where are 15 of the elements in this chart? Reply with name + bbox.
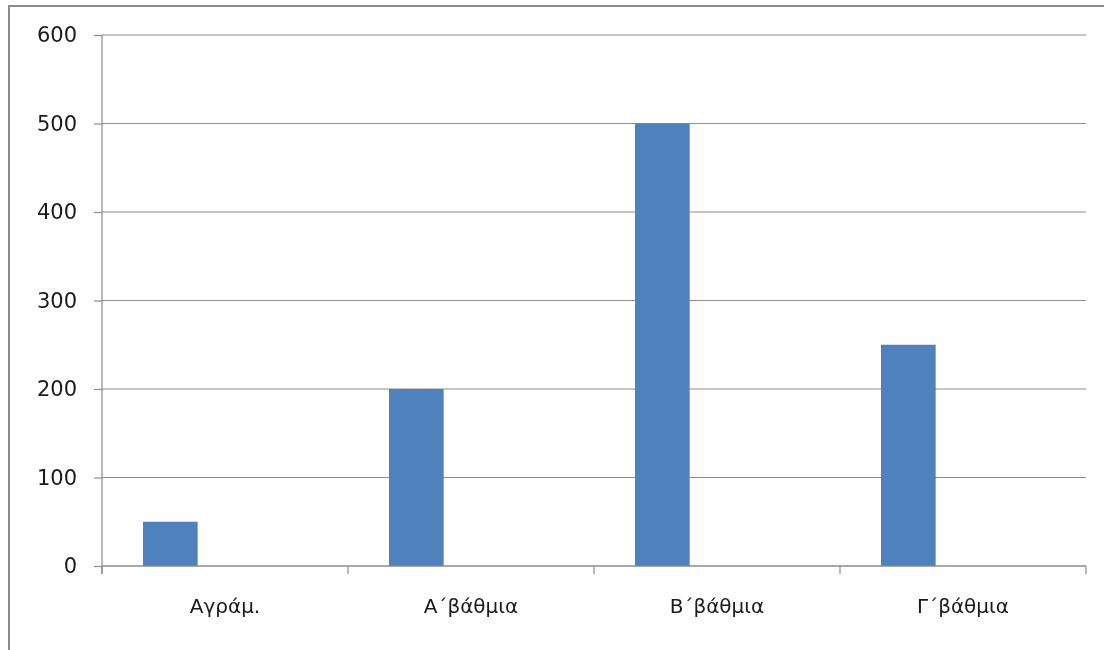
y-tick-label: 300 [36,288,77,313]
bar [881,344,936,566]
x-tick-label: Α΄βάθμια [423,594,519,618]
y-tick-label: 400 [36,200,77,225]
bar [635,123,690,566]
bar [389,389,444,566]
x-tick-label: Αγράμ. [189,594,261,618]
bar [143,521,198,566]
y-tick-label: 0 [63,554,77,579]
y-tick-label: 100 [36,465,77,490]
y-tick-label: 500 [36,111,77,136]
x-tick-label: Β΄βάθμια [669,594,765,618]
y-tick-label: 600 [36,23,77,48]
x-tick-label: Γ΄βάθμια [916,594,1010,618]
y-tick-label: 200 [36,377,77,402]
